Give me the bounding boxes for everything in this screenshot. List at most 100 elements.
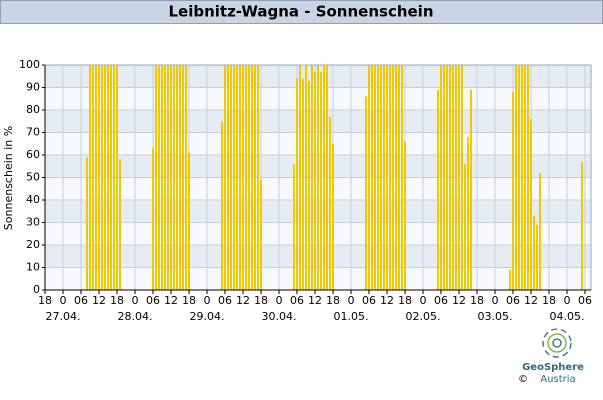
bar bbox=[110, 65, 112, 290]
bar bbox=[509, 269, 511, 290]
y-tick-label: 50 bbox=[26, 171, 40, 184]
bar bbox=[446, 65, 448, 290]
bar bbox=[107, 65, 109, 290]
y-tick-label: 70 bbox=[26, 126, 40, 139]
bar bbox=[152, 148, 154, 290]
bar bbox=[449, 65, 451, 290]
bar bbox=[221, 121, 223, 290]
bar bbox=[302, 78, 304, 290]
copyright: © bbox=[518, 374, 528, 385]
bar bbox=[257, 65, 259, 290]
x-tick-label: 0 bbox=[564, 294, 571, 307]
bar bbox=[113, 65, 115, 290]
bar bbox=[230, 65, 232, 290]
y-tick-label: 30 bbox=[26, 216, 40, 229]
x-tick-label: 06 bbox=[362, 294, 376, 307]
date-label: 29.04. bbox=[190, 310, 225, 323]
x-tick-label: 06 bbox=[506, 294, 520, 307]
logo-sub: Austria bbox=[540, 374, 575, 385]
bar bbox=[161, 65, 163, 290]
x-tick-label: 12 bbox=[524, 294, 538, 307]
bar bbox=[512, 92, 514, 290]
bar bbox=[155, 65, 157, 290]
bar bbox=[308, 80, 310, 290]
bar bbox=[89, 65, 91, 290]
bar bbox=[323, 65, 325, 290]
bar bbox=[530, 119, 532, 290]
x-tick-label: 12 bbox=[308, 294, 322, 307]
bar bbox=[533, 215, 535, 290]
bar bbox=[374, 65, 376, 290]
bar bbox=[86, 157, 88, 290]
bar bbox=[95, 65, 97, 290]
x-tick-label: 0 bbox=[420, 294, 427, 307]
bar bbox=[524, 65, 526, 290]
date-label: 04.05. bbox=[550, 310, 585, 323]
bar bbox=[299, 65, 301, 290]
bar bbox=[377, 65, 379, 290]
bar bbox=[242, 65, 244, 290]
bar bbox=[461, 65, 463, 290]
x-tick-label: 0 bbox=[492, 294, 499, 307]
bar bbox=[458, 65, 460, 290]
bar bbox=[467, 137, 469, 290]
bar bbox=[167, 65, 169, 290]
y-tick-label: 0 bbox=[33, 283, 40, 296]
bar bbox=[527, 65, 529, 290]
bar bbox=[452, 65, 454, 290]
bar bbox=[383, 65, 385, 290]
y-tick-label: 90 bbox=[26, 81, 40, 94]
bar bbox=[401, 65, 403, 290]
bar bbox=[260, 179, 262, 290]
x-tick-label: 18 bbox=[470, 294, 484, 307]
bar bbox=[437, 89, 439, 290]
x-tick-label: 12 bbox=[452, 294, 466, 307]
bar bbox=[521, 65, 523, 290]
bar bbox=[470, 89, 472, 290]
bar bbox=[329, 116, 331, 290]
date-label: 27.04. bbox=[46, 310, 81, 323]
bar bbox=[515, 65, 517, 290]
x-tick-label: 0 bbox=[276, 294, 283, 307]
x-tick-label: 18 bbox=[542, 294, 556, 307]
x-tick-label: 18 bbox=[110, 294, 124, 307]
bar bbox=[455, 65, 457, 290]
bar bbox=[305, 65, 307, 290]
bar bbox=[92, 65, 94, 290]
bar bbox=[392, 65, 394, 290]
x-tick-label: 06 bbox=[146, 294, 160, 307]
x-tick-label: 18 bbox=[38, 294, 52, 307]
chart-title: Leibnitz-Wagna - Sonnenschein bbox=[168, 3, 433, 21]
bar bbox=[98, 65, 100, 290]
bar bbox=[386, 65, 388, 290]
bar bbox=[464, 164, 466, 290]
date-label: 30.04. bbox=[262, 310, 297, 323]
bar bbox=[443, 65, 445, 290]
x-tick-label: 18 bbox=[254, 294, 268, 307]
bar bbox=[332, 143, 334, 290]
bar bbox=[176, 65, 178, 290]
date-label: 02.05. bbox=[406, 310, 441, 323]
bar bbox=[101, 65, 103, 290]
x-tick-label: 0 bbox=[204, 294, 211, 307]
bar bbox=[233, 65, 235, 290]
x-tick-label: 12 bbox=[236, 294, 250, 307]
bar bbox=[368, 65, 370, 290]
bar bbox=[311, 65, 313, 290]
logo-icon bbox=[542, 328, 572, 358]
logo-name: GeoSphere bbox=[522, 362, 584, 373]
x-tick-label: 06 bbox=[290, 294, 304, 307]
bar bbox=[245, 65, 247, 290]
bar bbox=[173, 65, 175, 290]
bar bbox=[296, 78, 298, 290]
bar bbox=[317, 65, 319, 290]
bar bbox=[158, 65, 160, 290]
bar bbox=[581, 161, 583, 290]
bar bbox=[326, 65, 328, 290]
bar bbox=[248, 65, 250, 290]
y-tick-label: 40 bbox=[26, 193, 40, 206]
x-tick-label: 12 bbox=[164, 294, 178, 307]
y-tick-label: 10 bbox=[26, 261, 40, 274]
x-tick-label: 0 bbox=[348, 294, 355, 307]
bar bbox=[251, 65, 253, 290]
